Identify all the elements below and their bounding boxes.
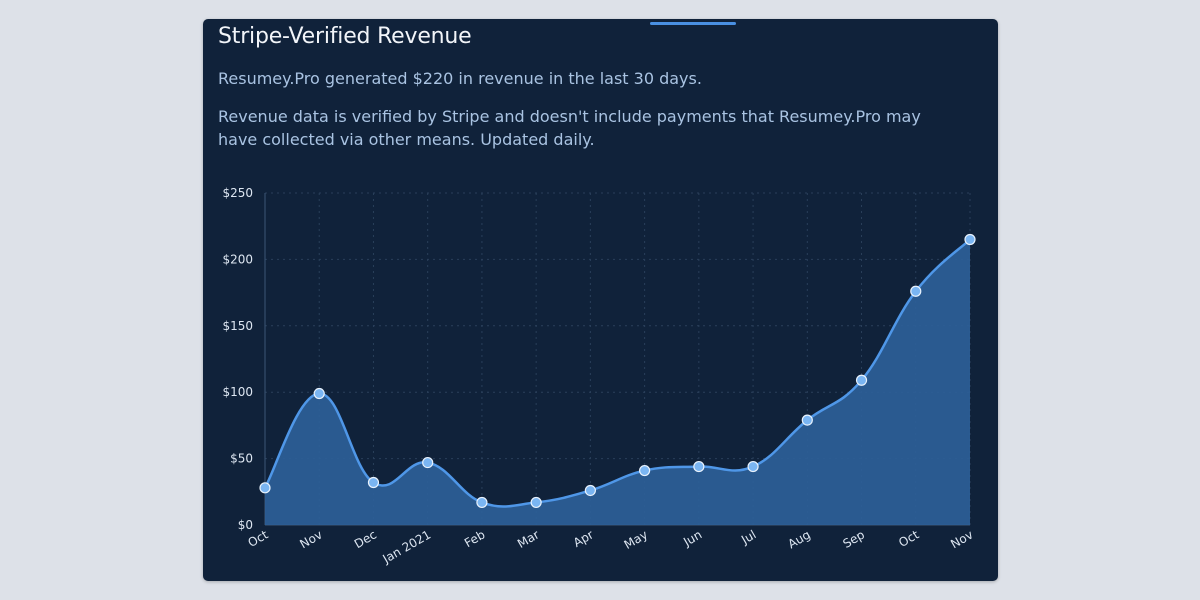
- revenue-card: Stripe-Verified Revenue Resumey.Pro gene…: [203, 19, 998, 581]
- data-point-9: [693, 460, 705, 473]
- data-point-4: [422, 456, 434, 469]
- y-tick-label: $0: [238, 518, 253, 532]
- x-tick-label: Aug: [786, 527, 813, 551]
- data-point-8: [639, 464, 651, 477]
- card-title: Stripe-Verified Revenue: [218, 24, 472, 49]
- x-tick-label: Sep: [840, 527, 867, 550]
- y-tick-label: $50: [230, 452, 253, 466]
- data-point-10: [747, 460, 759, 473]
- data-point-11: [801, 414, 813, 426]
- data-point-3: [367, 476, 380, 489]
- x-tick-label: Nov: [948, 527, 975, 551]
- data-point-1: [259, 482, 271, 494]
- x-tick-label: Jul: [738, 527, 758, 547]
- data-point-6: [530, 496, 542, 509]
- x-tick-label: Dec: [352, 527, 379, 551]
- x-tick-label: Nov: [297, 527, 324, 551]
- revenue-chart: $0 $50 $100 $150 $200 $250 Oct Nov Dec Jan 2021 Fe…: [222, 186, 976, 567]
- x-tick-label: Oct: [896, 527, 921, 550]
- x-tick-label: Jan 2021: [380, 527, 434, 566]
- data-point-14: [964, 233, 976, 246]
- x-tick-label: Jun: [680, 527, 704, 549]
- data-point-13: [910, 285, 922, 297]
- y-tick-label: $100: [222, 385, 253, 399]
- data-point-12: [855, 374, 868, 386]
- data-point-5: [476, 496, 488, 509]
- x-tick-label: Apr: [571, 527, 596, 550]
- y-tick-label: $150: [222, 319, 253, 333]
- y-tick-label: $200: [222, 252, 253, 266]
- data-point-2: [313, 387, 325, 400]
- verification-note: Revenue data is verified by Stripe and d…: [218, 107, 921, 149]
- revenue-summary: Resumey.Pro generated $220 in revenue in…: [218, 69, 702, 88]
- x-tick-label: Mar: [515, 527, 542, 550]
- active-tab-indicator: [650, 22, 736, 25]
- data-point-7: [584, 484, 596, 497]
- y-tick-label: $250: [222, 186, 253, 200]
- revenue-area: [265, 239, 970, 526]
- x-tick-label: Feb: [462, 527, 487, 550]
- x-tick-label: May: [622, 527, 650, 552]
